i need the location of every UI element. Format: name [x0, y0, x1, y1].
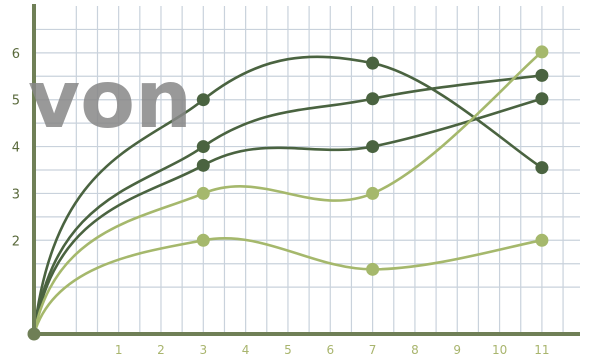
series-line-3 — [32, 97, 544, 336]
data-point — [535, 233, 549, 247]
x-tick-label: 1 — [115, 343, 123, 357]
series-line-2 — [32, 74, 544, 336]
x-tick-label: 9 — [453, 343, 461, 357]
data-point — [366, 262, 380, 276]
series-line-5 — [32, 237, 544, 336]
data-point — [535, 45, 549, 59]
data-point — [196, 233, 210, 247]
data-point — [366, 186, 380, 200]
data-point — [366, 92, 380, 106]
data-point — [196, 93, 210, 107]
x-tick-label: 4 — [242, 343, 250, 357]
data-point — [196, 140, 210, 154]
series-line-4 — [32, 50, 544, 336]
data-point — [196, 158, 210, 172]
x-tick-label: 7 — [369, 343, 377, 357]
data-point — [535, 68, 549, 82]
y-tick-label: 2 — [12, 234, 20, 249]
x-tick-label: 5 — [284, 343, 292, 357]
x-tick-label: 3 — [199, 343, 207, 357]
x-tick-label: 8 — [411, 343, 419, 357]
y-tick-label: 6 — [12, 47, 20, 62]
tick-labels: 1 2 3 4 5 6 7 8 9 10 11 2 3 4 5 6 — [12, 47, 550, 357]
x-tick-label: 11 — [534, 343, 549, 357]
y-tick-label: 4 — [12, 141, 20, 156]
axes — [32, 4, 580, 336]
x-tick-label: 10 — [492, 343, 507, 357]
data-point — [535, 92, 549, 106]
x-tick-label: 2 — [157, 343, 165, 357]
grid — [34, 6, 580, 334]
x-tick-label: 6 — [326, 343, 334, 357]
watermark-text: von — [28, 53, 192, 146]
data-point — [196, 186, 210, 200]
data-point — [366, 140, 380, 154]
series-group — [27, 45, 549, 341]
data-point — [366, 56, 380, 70]
y-tick-label: 5 — [12, 94, 20, 109]
series-line-1 — [32, 55, 544, 336]
y-tick-label: 3 — [12, 187, 20, 202]
data-point — [535, 161, 549, 175]
